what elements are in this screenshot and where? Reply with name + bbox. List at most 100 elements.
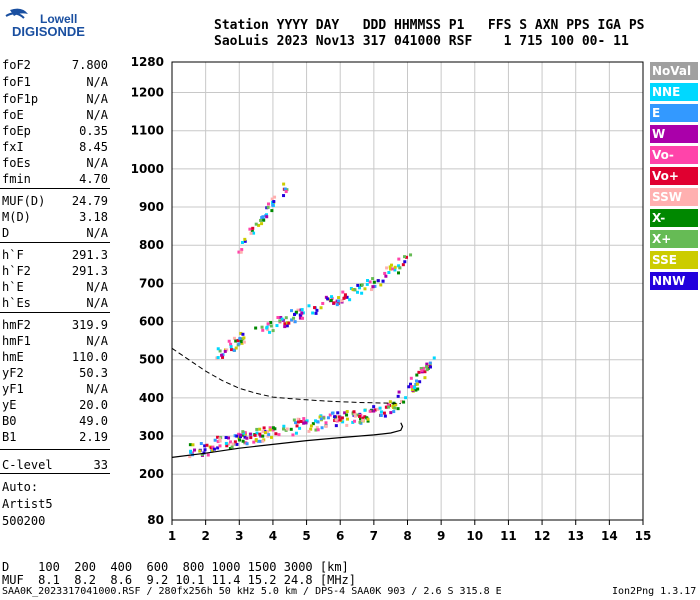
echo-point <box>365 282 369 286</box>
param-row-foe: foE N/A <box>2 108 108 124</box>
echo-point <box>428 361 432 365</box>
echo-point <box>209 446 213 450</box>
echo-point <box>328 413 332 417</box>
echo-point <box>239 250 243 254</box>
echo-point <box>307 304 311 308</box>
param-name: B1 <box>2 430 17 444</box>
echo-point <box>291 433 295 437</box>
echo-point <box>361 416 365 420</box>
param-name: MUF(D) <box>2 194 46 208</box>
echo-point <box>366 279 370 283</box>
echo-point <box>319 306 323 310</box>
echo-point <box>198 449 202 453</box>
echo-point <box>279 315 283 319</box>
echo-point <box>229 342 233 346</box>
x-tick-label: 11 <box>500 529 517 543</box>
y-tick-label: 1280 <box>131 55 164 69</box>
param-name: h`E <box>2 280 24 294</box>
echo-point <box>296 308 300 312</box>
echo-point <box>292 316 296 320</box>
echo-point <box>373 284 377 288</box>
logo-lowell: Lowell <box>40 12 78 26</box>
param-row-hf: h`F 291.3 <box>2 248 108 264</box>
echo-point <box>396 271 400 275</box>
echo-point <box>266 434 270 438</box>
echo-point <box>389 411 393 415</box>
echo-point <box>309 424 313 428</box>
header-line-1: Station YYYY DAY DDD HHMMSS P1 FFS S AXN… <box>214 18 645 33</box>
legend-item-sse: SSE <box>650 251 698 269</box>
header-line-2: SaoLuis 2023 Nov13 317 041000 RSF 1 715 … <box>214 34 629 49</box>
echo-point <box>409 253 413 257</box>
echo-point <box>418 380 422 384</box>
echo-point <box>224 436 228 440</box>
param-value: 49.0 <box>79 414 108 428</box>
param-name: hmE <box>2 350 24 364</box>
echo-point <box>379 283 383 287</box>
legend-item-nnw: NNW <box>650 272 698 290</box>
echo-point <box>301 420 305 424</box>
echo-point <box>284 316 288 320</box>
echo-point <box>351 420 355 424</box>
x-tick-label: 5 <box>302 529 310 543</box>
echo-point <box>259 439 263 443</box>
echo-point <box>283 325 287 329</box>
param-row-ye: yE 20.0 <box>2 398 108 414</box>
echo-point <box>388 267 392 271</box>
echo-point <box>304 421 308 425</box>
param-name: foEp <box>2 124 31 138</box>
echo-point <box>212 447 216 451</box>
echo-traces <box>188 182 436 459</box>
param-separator <box>0 449 110 450</box>
echo-point <box>193 448 197 452</box>
echo-point <box>266 322 270 326</box>
echo-point <box>243 435 247 439</box>
echo-point <box>404 396 408 400</box>
echo-point <box>230 445 234 449</box>
echo-point <box>419 367 423 371</box>
echo-point <box>330 295 334 299</box>
x-tick-label: 1 <box>168 529 176 543</box>
echo-point <box>218 444 222 448</box>
echo-point <box>360 291 364 295</box>
param-value: N/A <box>86 382 108 396</box>
echo-point <box>287 321 291 325</box>
echo-point <box>343 295 347 299</box>
echo-point <box>311 311 315 315</box>
echo-point <box>351 412 355 416</box>
echo-point <box>234 339 238 343</box>
echo-point <box>261 434 265 438</box>
profile-curves <box>171 347 404 458</box>
echo-point <box>199 442 203 446</box>
param-row-b1: B1 2.19 <box>2 430 108 446</box>
echo-point <box>273 195 277 199</box>
param-name: h`F2 <box>2 264 31 278</box>
echo-point <box>233 434 237 438</box>
echo-point <box>223 349 227 353</box>
param-name: foE <box>2 108 24 122</box>
echo-point <box>356 283 360 287</box>
param-row-hes: h`Es N/A <box>2 296 108 312</box>
echo-point <box>321 301 325 305</box>
y-tick-label: 1200 <box>131 86 164 100</box>
echo-point <box>400 399 404 403</box>
echo-point <box>397 257 401 261</box>
echo-point <box>361 418 365 422</box>
echo-point <box>379 410 383 414</box>
echo-point <box>211 445 215 449</box>
param-row-foes: foEs N/A <box>2 156 108 172</box>
echo-point <box>254 326 258 330</box>
echo-point <box>382 411 386 415</box>
param-value: 8.45 <box>79 140 108 154</box>
echo-point <box>239 331 243 335</box>
param-value: N/A <box>86 75 108 89</box>
echo-point <box>188 455 192 459</box>
echo-point <box>285 188 289 192</box>
param-value: 0.35 <box>79 124 108 138</box>
param-name: B0 <box>2 414 17 428</box>
echo-point <box>371 277 375 281</box>
x-tick-label: 10 <box>466 529 483 543</box>
echo-point <box>407 385 411 389</box>
y-tick-label: 600 <box>139 315 164 329</box>
echo-point <box>337 415 341 419</box>
